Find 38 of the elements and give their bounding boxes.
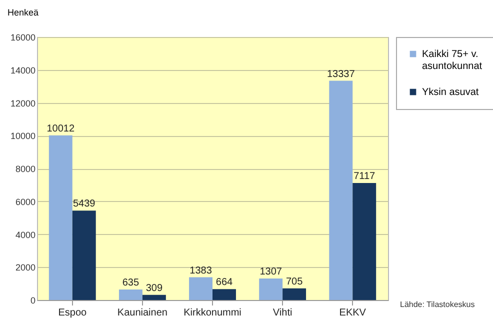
bar bbox=[282, 288, 306, 300]
bar bbox=[48, 135, 72, 300]
data-label: 664 bbox=[216, 277, 234, 288]
y-tick-label: 4000 bbox=[15, 230, 36, 240]
y-tick-label: 10000 bbox=[10, 131, 36, 142]
y-tick-label: 12000 bbox=[10, 98, 36, 108]
y-tick-label: 0 bbox=[30, 296, 36, 306]
x-tick-label: Vihti bbox=[272, 308, 292, 318]
text: Lähde: Tilastokeskus bbox=[400, 300, 475, 309]
data-label: 1383 bbox=[190, 265, 212, 276]
bar bbox=[142, 294, 166, 300]
y-tick-label: 8000 bbox=[15, 164, 36, 174]
x-tick-label: EKKV bbox=[339, 308, 366, 318]
bar bbox=[329, 80, 353, 300]
y-tick-label: 14000 bbox=[10, 65, 36, 76]
y-axis-title: Henkeä bbox=[8, 8, 39, 18]
data-label: 5439 bbox=[72, 198, 96, 210]
legend-label: Yksin asuvat bbox=[422, 87, 479, 98]
data-label: 1307 bbox=[260, 266, 282, 278]
y-tick-label: 6000 bbox=[15, 196, 36, 207]
legend-label: Kaikki 75+ v. asuntokunnat bbox=[422, 49, 482, 72]
x-tick-label: Kauniainen bbox=[117, 308, 168, 318]
x-tick-label: Kirkkonummi bbox=[184, 308, 242, 318]
data-label: 13337 bbox=[326, 68, 356, 80]
y-tick-label: 16000 bbox=[10, 32, 36, 42]
data-label: 7117 bbox=[354, 171, 376, 182]
bar bbox=[212, 289, 236, 300]
bar bbox=[118, 290, 142, 300]
data-label: 309 bbox=[146, 282, 163, 294]
bar bbox=[352, 183, 376, 300]
bar bbox=[189, 277, 212, 300]
data-label: 10012 bbox=[46, 123, 75, 134]
x-tick-label: Espoo bbox=[58, 308, 87, 318]
data-label: 705 bbox=[286, 276, 304, 288]
data-label: 635 bbox=[122, 278, 140, 289]
bar bbox=[72, 210, 96, 300]
y-tick-label: 2000 bbox=[15, 262, 36, 273]
bar bbox=[259, 278, 283, 300]
